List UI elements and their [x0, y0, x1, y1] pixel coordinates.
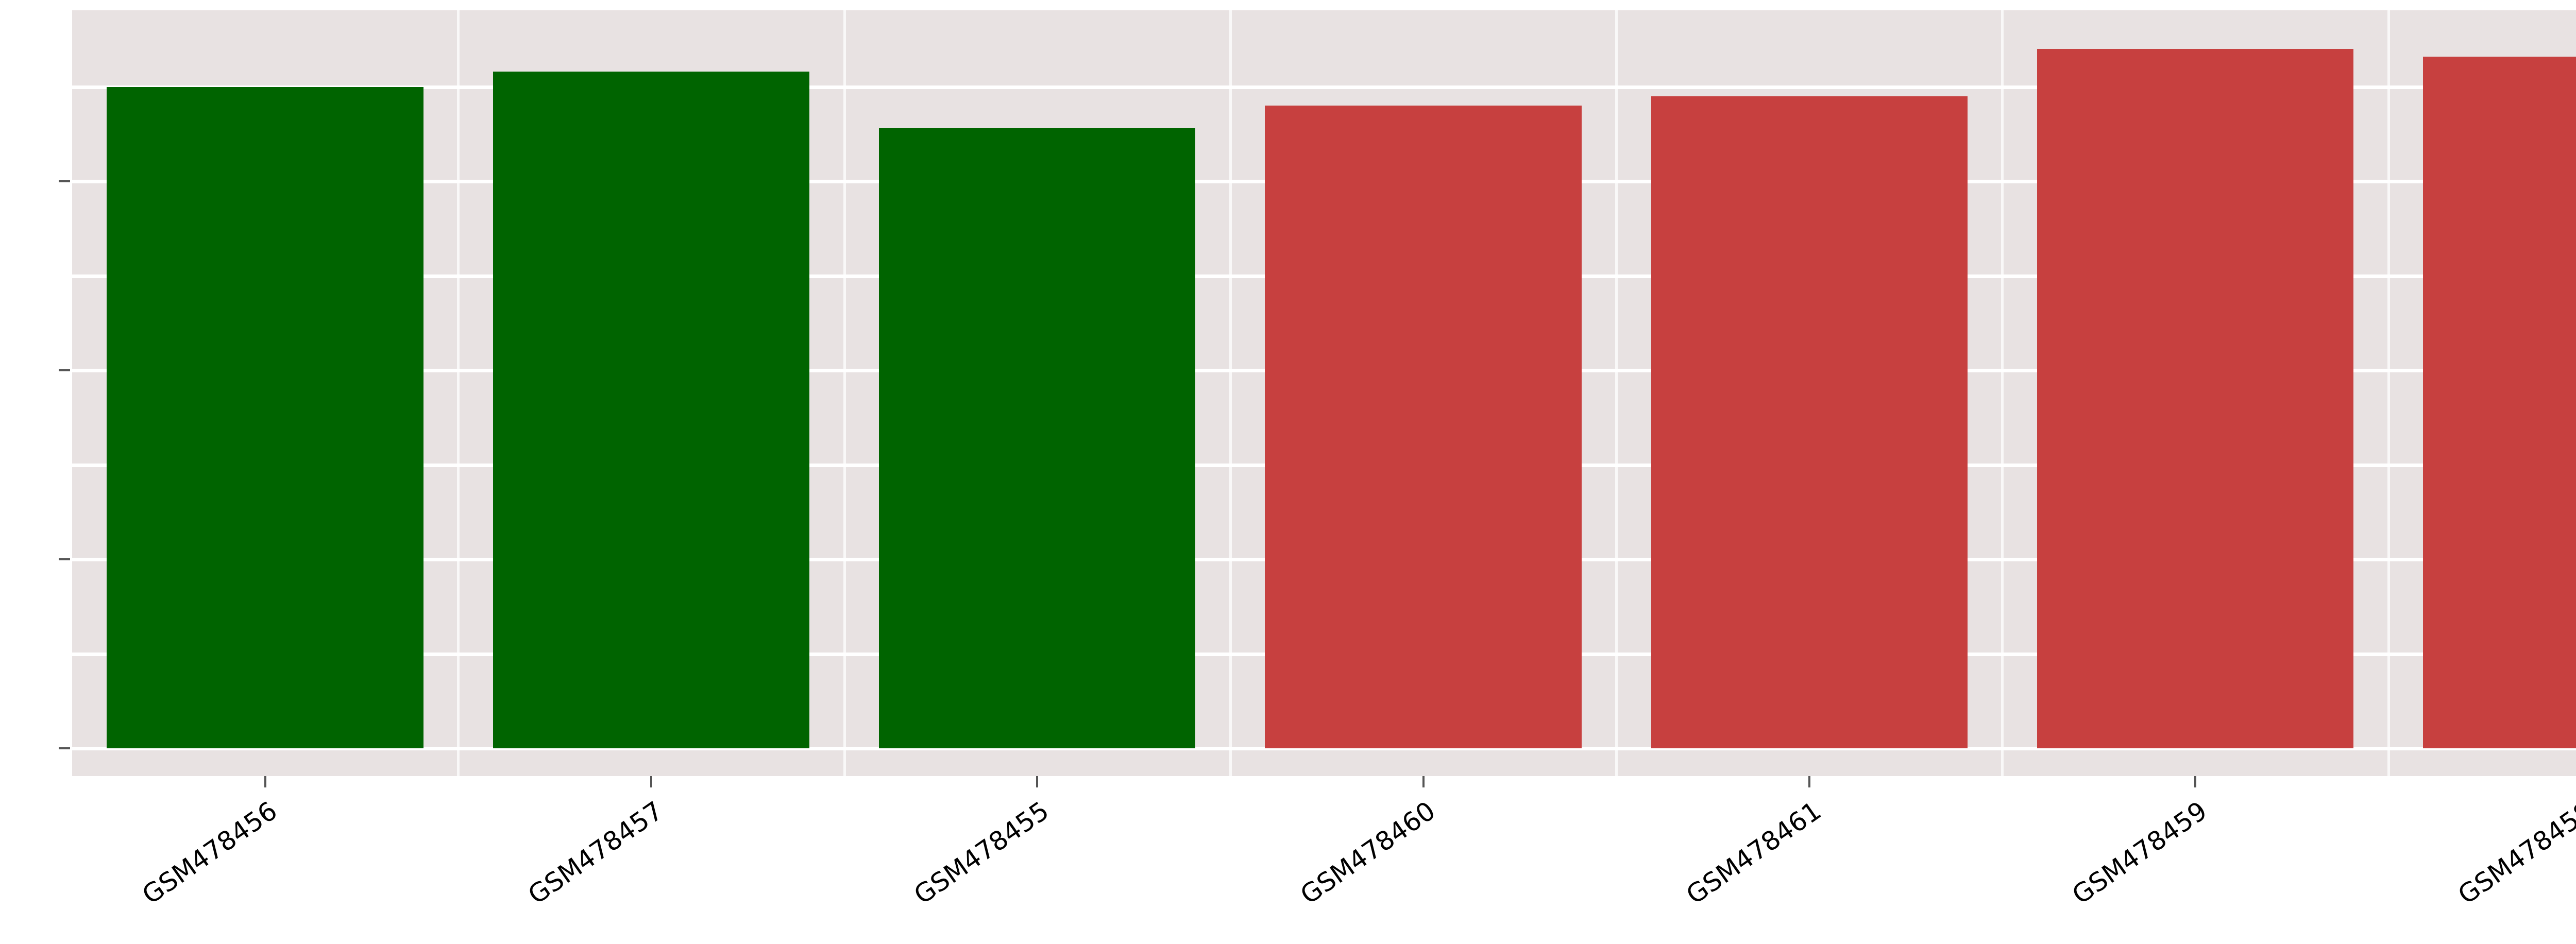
x-tick-mark — [1422, 776, 1425, 787]
category-gridline — [843, 10, 846, 776]
y-tick-mark — [59, 180, 70, 182]
bar-GSM478457[interactable] — [493, 72, 810, 748]
x-tick-label-GSM478457[interactable]: GSM478457 — [522, 796, 669, 911]
x-tick-label-GSM478461[interactable]: GSM478461 — [1681, 796, 1827, 911]
x-tick-mark — [1036, 776, 1039, 787]
x-tick-label-GSM478458[interactable]: GSM478458 — [2452, 796, 2576, 911]
bar-GSM478455[interactable] — [879, 128, 1196, 748]
plot-area — [72, 10, 2576, 776]
bar-GSM478460[interactable] — [1265, 106, 1582, 748]
x-tick-mark — [264, 776, 266, 787]
x-tick-label-GSM478455[interactable]: GSM478455 — [908, 796, 1055, 911]
y-tick-mark — [59, 369, 70, 371]
x-tick-label-GSM478459[interactable]: GSM478459 — [2066, 796, 2213, 911]
category-gridline — [457, 10, 460, 776]
bar-GSM478461[interactable] — [1651, 96, 1968, 748]
category-gridline — [2001, 10, 2004, 776]
x-tick-label-GSM478460[interactable]: GSM478460 — [1295, 796, 1440, 911]
bar-GSM478458[interactable] — [2423, 56, 2576, 748]
x-tick-mark — [1808, 776, 1810, 787]
x-tick-label-GSM478456[interactable]: GSM478456 — [137, 796, 282, 911]
bar-GSM478459[interactable] — [2037, 49, 2354, 748]
y-tick-mark — [59, 558, 70, 560]
y-tick-mark — [59, 747, 70, 749]
category-gridline — [2387, 10, 2390, 776]
x-tick-mark — [2194, 776, 2197, 787]
category-gridline — [1615, 10, 1618, 776]
x-tick-mark — [650, 776, 652, 787]
bar-GSM478456[interactable] — [107, 87, 423, 748]
category-gridline — [1229, 10, 1232, 776]
